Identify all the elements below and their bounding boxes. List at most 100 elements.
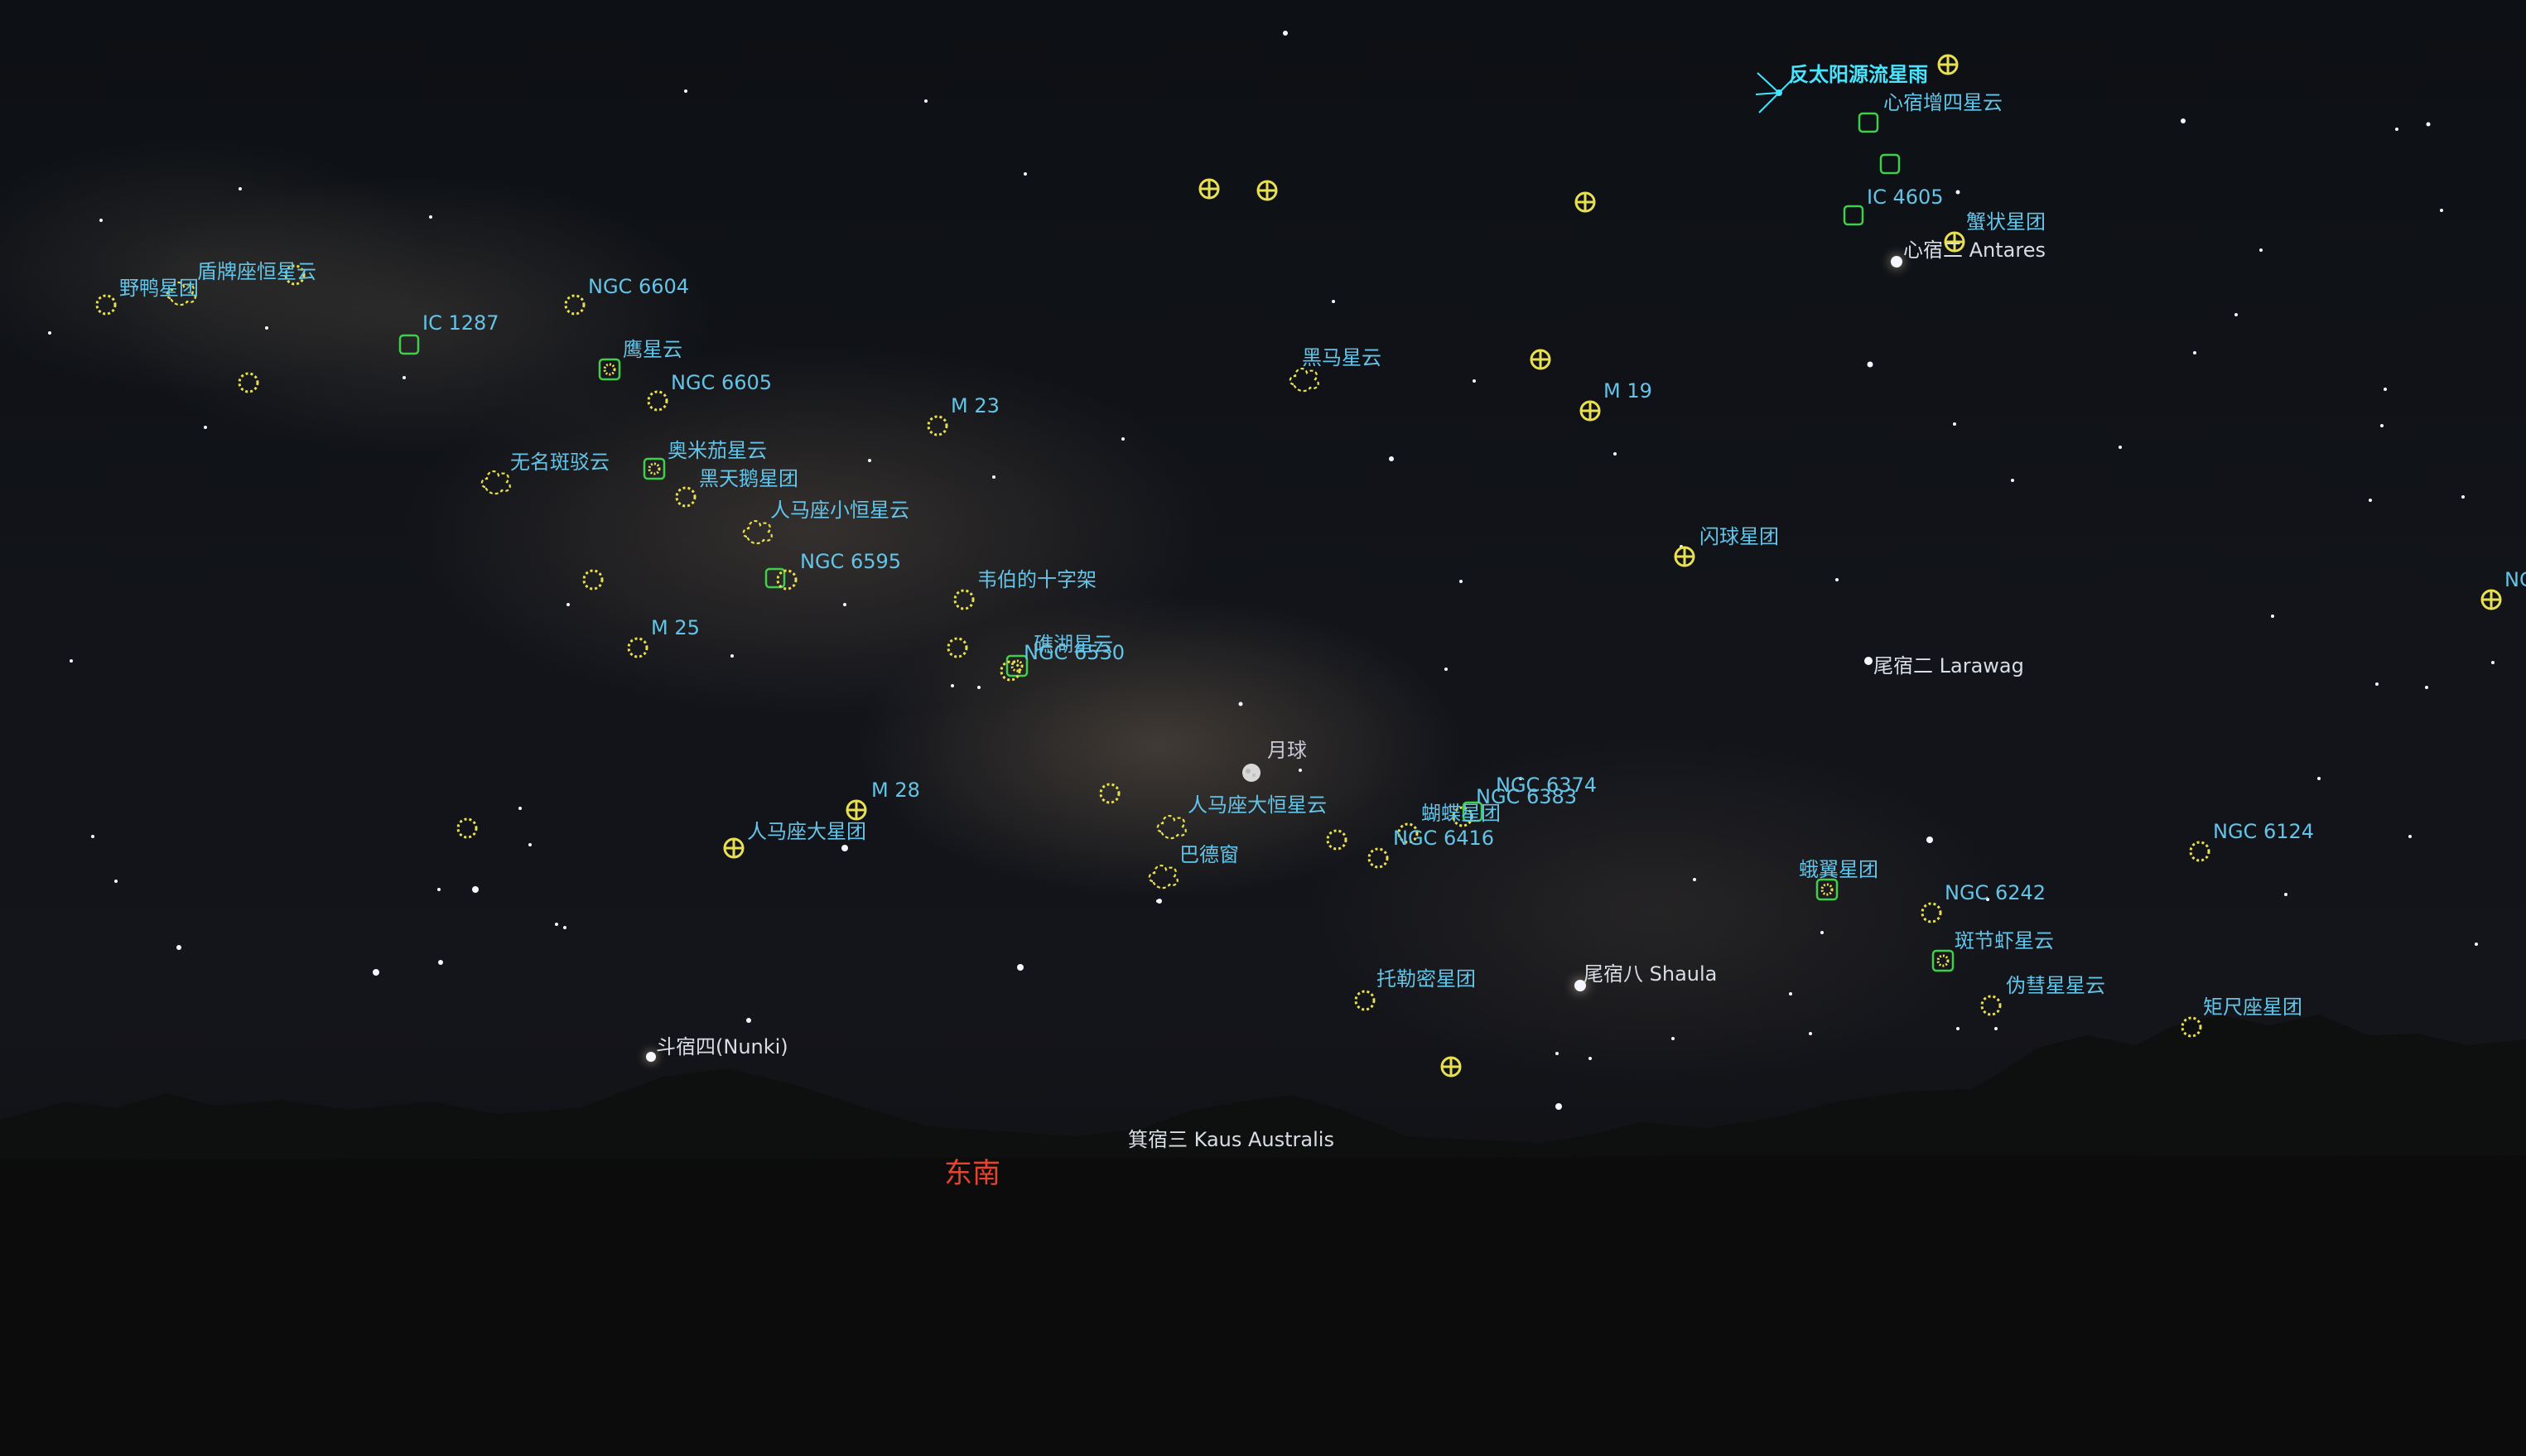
ngc6595-label[interactable]: NGC 6595 <box>800 550 902 573</box>
butterfly-marker[interactable] <box>1396 821 1420 846</box>
omega-label[interactable]: 奥米茄星云 <box>668 439 767 462</box>
ngc6383-label[interactable]: NGC 6383 <box>1476 785 1578 808</box>
m19-marker[interactable] <box>1578 398 1603 423</box>
lagoon-label[interactable]: 礁湖星云 <box>1034 633 1113 656</box>
ngc6416-marker[interactable] <box>1366 846 1391 870</box>
ic1287-label[interactable]: IC 1287 <box>422 311 499 335</box>
black-swan-marker[interactable] <box>673 485 698 509</box>
ic4605-marker[interactable] <box>1841 203 1866 228</box>
ic-extra-marker[interactable] <box>1878 152 1902 176</box>
false-comet-marker[interactable] <box>1979 993 2003 1018</box>
edge-label[interactable]: NG <box>2504 568 2526 591</box>
ngc6383-marker[interactable] <box>1450 804 1475 829</box>
ptolemy-marker[interactable] <box>1352 988 1377 1013</box>
scutum-cloud-label[interactable]: 盾牌座恒星云 <box>197 260 316 283</box>
ngc6374-marker[interactable] <box>1460 799 1485 824</box>
ngc6124-marker[interactable] <box>2187 839 2212 864</box>
globular-label[interactable]: 闪球星团 <box>1699 525 1779 548</box>
m4-marker[interactable] <box>1935 52 1960 77</box>
ngc6530-label[interactable]: NGC 6530 <box>1024 641 1126 664</box>
wild-duck-label[interactable]: 野鸭星团 <box>119 277 199 300</box>
globular-marker[interactable] <box>1672 544 1697 569</box>
m28-label[interactable]: M 28 <box>871 779 920 802</box>
edge-marker[interactable] <box>2479 587 2504 612</box>
dark-horse-marker[interactable] <box>1287 359 1323 396</box>
meteor-shower-label[interactable]: 反太阳源流星雨 <box>1789 63 1928 86</box>
nunki-label[interactable]: 斗宿四(Nunki) <box>656 1035 788 1058</box>
big-sgr-cloud-marker[interactable] <box>1155 807 1191 843</box>
west-oc-marker[interactable] <box>455 816 480 841</box>
moon-disc[interactable] <box>1241 762 1262 783</box>
dark-horse-label[interactable]: 黑马星云 <box>1302 346 1381 369</box>
m10-marker[interactable] <box>1255 178 1280 203</box>
ngc6605-label[interactable]: NGC 6605 <box>671 371 773 394</box>
m22-label[interactable]: 人马座大星团 <box>747 820 866 843</box>
ngc6604-marker[interactable] <box>562 292 587 317</box>
larawag-label[interactable]: 尾宿二 Larawag <box>1873 654 2024 677</box>
m23-marker[interactable] <box>925 413 950 438</box>
false-comet-label[interactable]: 伪彗星星云 <box>2006 974 2105 997</box>
ngc6595b-marker[interactable] <box>774 567 799 592</box>
ptolemy-label[interactable]: 托勒密星团 <box>1376 967 1476 991</box>
shaula-label[interactable]: 尾宿八 Shaula <box>1584 962 1718 986</box>
m25-marker[interactable] <box>625 635 650 660</box>
m25b-marker[interactable] <box>945 635 970 660</box>
m19-label[interactable]: M 19 <box>1603 379 1652 403</box>
weber-cross-label[interactable]: 韦伯的十字架 <box>977 568 1097 591</box>
barnard-marker[interactable] <box>479 462 515 499</box>
wild-duck-marker[interactable] <box>94 292 118 317</box>
moth-marker[interactable] <box>1815 877 1839 902</box>
prawn-label[interactable]: 斑节虾星云 <box>1955 929 2054 952</box>
ngc6595-marker[interactable] <box>763 566 788 591</box>
scutum-cloud-marker[interactable] <box>164 273 200 310</box>
antares-label[interactable]: 心宿二 Antares <box>1903 239 2046 262</box>
butterfly-label[interactable]: 蝴蝶星团 <box>1421 802 1501 825</box>
star <box>1835 578 1839 581</box>
ngc6242-label[interactable]: NGC 6242 <box>1945 881 2046 904</box>
ngc6124-label[interactable]: NGC 6124 <box>2213 820 2315 843</box>
m69-marker[interactable] <box>1439 1054 1463 1079</box>
norma-marker[interactable] <box>2179 1015 2204 1039</box>
ic4603-marker[interactable] <box>1856 110 1881 135</box>
kaus-label[interactable]: 箕宿三 Kaus Australis <box>1128 1128 1334 1151</box>
ngc6416-label[interactable]: NGC 6416 <box>1393 827 1495 850</box>
meteor-radiant-icon[interactable] <box>1754 68 1804 118</box>
lagoon-b-marker[interactable] <box>998 658 1023 683</box>
m9-marker[interactable] <box>1197 176 1222 201</box>
m25-label[interactable]: M 25 <box>651 616 700 639</box>
ngc6416b-marker[interactable] <box>1324 827 1349 852</box>
m24-marker[interactable] <box>1097 781 1122 806</box>
m18-marker[interactable] <box>581 567 605 592</box>
scutum-extra-marker[interactable] <box>282 263 307 287</box>
ic4603-label[interactable]: 心宿增四星云 <box>1883 91 2003 114</box>
m23-label[interactable]: M 23 <box>951 394 1000 417</box>
barnard-label[interactable]: 无名斑驳云 <box>510 451 610 474</box>
weber-cross-marker[interactable] <box>952 587 976 612</box>
black-swan-label[interactable]: 黑天鹅星团 <box>699 467 798 490</box>
ic4605-label[interactable]: IC 4605 <box>1867 186 1944 209</box>
eagle-marker[interactable] <box>597 357 622 382</box>
m12-marker[interactable] <box>1573 190 1598 215</box>
small-sgr-cloud-marker[interactable] <box>740 512 777 548</box>
omega-marker[interactable] <box>642 456 667 481</box>
moon-label[interactable]: 月球 <box>1267 739 1307 762</box>
moth-label[interactable]: 蛾翼星团 <box>1799 858 1878 881</box>
ngc6374-label[interactable]: NGC 6374 <box>1496 774 1598 797</box>
prawn-marker[interactable] <box>1931 948 1955 973</box>
baade-marker[interactable] <box>1146 856 1183 893</box>
ngc6604-label[interactable]: NGC 6604 <box>588 275 690 298</box>
small-sgr-cloud-label[interactable]: 人马座小恒星云 <box>770 499 909 522</box>
ic1287-marker[interactable] <box>397 332 422 357</box>
sgr-star-marker[interactable] <box>236 370 261 395</box>
crab-cluster-marker[interactable] <box>1942 229 1967 254</box>
m28-marker[interactable] <box>844 798 869 822</box>
norma-label[interactable]: 矩尺座星团 <box>2203 996 2302 1019</box>
crab-cluster-label[interactable]: 蟹状星团 <box>1966 210 2046 234</box>
eagle-label[interactable]: 鹰星云 <box>623 338 682 361</box>
baade-label[interactable]: 巴德窗 <box>1179 843 1239 866</box>
m22-marker[interactable] <box>721 836 746 861</box>
ngc6605-marker[interactable] <box>645 388 670 413</box>
big-sgr-cloud-label[interactable]: 人马座大恒星云 <box>1188 793 1327 817</box>
m62-marker[interactable] <box>1528 347 1553 372</box>
ngc6242-marker[interactable] <box>1919 900 1944 925</box>
